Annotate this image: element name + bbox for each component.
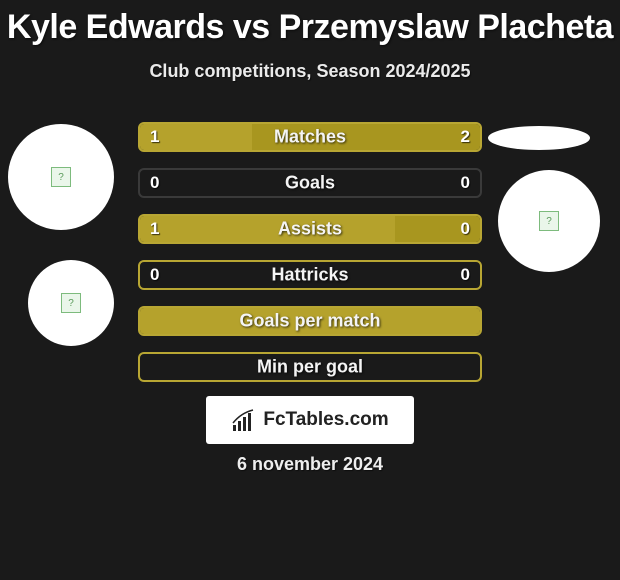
stat-label: Matches [140,127,480,148]
stat-label: Hattricks [140,265,480,286]
comparison-title: Kyle Edwards vs Przemyslaw Placheta [0,0,620,47]
stat-label: Goals [140,173,480,194]
fctables-logo-icon [231,407,257,433]
brand-box: FcTables.com [206,396,414,444]
stat-bar-goals: 00Goals [138,168,482,198]
subtitle: Club competitions, Season 2024/2025 [0,61,620,82]
svg-text:?: ? [58,172,64,183]
stats-bars: 12Matches 00Goals 10Assists 00Hattricks Goal… [138,122,482,398]
svg-text:?: ? [546,216,552,227]
stat-bar-hattricks: 00Hattricks [138,260,482,290]
player1-avatar-small: ? [28,260,114,346]
vs-label: vs [233,8,270,46]
stat-bar-min-per-goal: Min per goal [138,352,482,382]
brand-text: FcTables.com [263,409,388,431]
stat-bar-assists: 10Assists [138,214,482,244]
stat-label: Assists [140,219,480,240]
comparison-date: 6 november 2024 [0,454,620,475]
stat-label: Goals per match [140,311,480,332]
stat-bar-goals-per-match: Goals per match [138,306,482,336]
placeholder-icon: ? [539,211,559,231]
player1-avatar-large: ? [8,124,114,230]
svg-text:?: ? [68,298,74,309]
player2-name: Przemyslaw Placheta [279,8,613,46]
placeholder-icon: ? [61,293,81,313]
placeholder-icon: ? [51,167,71,187]
stat-label: Min per goal [140,357,480,378]
player2-avatar: ? [498,170,600,272]
stat-bar-matches: 12Matches [138,122,482,152]
player2-ellipse [488,126,590,150]
player1-name: Kyle Edwards [7,8,224,46]
